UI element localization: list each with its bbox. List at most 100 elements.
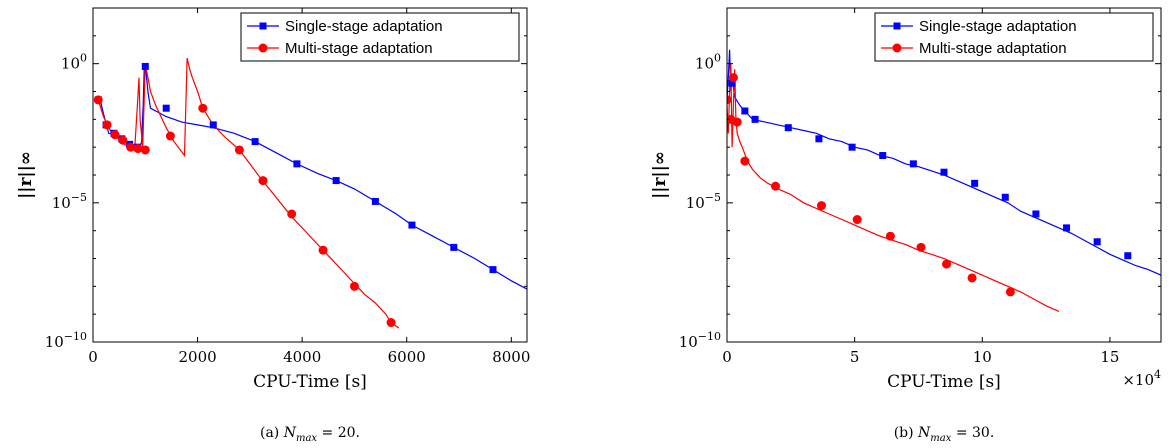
series-line-single-stage bbox=[97, 63, 527, 290]
marker-multi-stage bbox=[771, 181, 781, 191]
marker-multi-stage bbox=[287, 209, 297, 219]
x-multiplier-exponent: 4 bbox=[1154, 368, 1161, 381]
marker-single-stage bbox=[728, 79, 736, 87]
legend-box bbox=[240, 12, 520, 62]
marker-multi-stage bbox=[234, 145, 244, 155]
marker-single-stage bbox=[1063, 224, 1071, 232]
marker-multi-stage bbox=[118, 135, 128, 145]
y-axis-label: ||r||∞ bbox=[16, 151, 36, 199]
plot-area bbox=[727, 49, 1161, 312]
marker-multi-stage bbox=[1005, 287, 1015, 297]
marker-single-stage bbox=[848, 143, 856, 151]
legend-label-multi-stage: Multi-stage adaptation bbox=[919, 40, 1067, 57]
marker-single-stage bbox=[751, 115, 759, 123]
y-tick-label-exponent: −5 bbox=[705, 191, 721, 204]
x-tick-label: 0 bbox=[722, 348, 732, 366]
marker-single-stage bbox=[209, 121, 217, 129]
caption-symbol: N bbox=[917, 425, 931, 441]
marker-single-stage bbox=[1032, 210, 1040, 218]
x-tick-label: 6000 bbox=[388, 348, 426, 366]
marker-multi-stage bbox=[885, 231, 895, 241]
x-tick-label: 8000 bbox=[492, 348, 530, 366]
x-tick-label: 0 bbox=[88, 348, 98, 366]
y-tick-label-base: 10 bbox=[686, 194, 705, 212]
marker-multi-stage bbox=[967, 273, 977, 283]
legend-label-single-stage: Single-stage adaptation bbox=[285, 18, 443, 35]
y-tick-label-base: 10 bbox=[45, 333, 64, 351]
legend-marker-single-stage bbox=[259, 22, 267, 30]
marker-multi-stage bbox=[140, 145, 150, 155]
y-axis-label: ||r||∞ bbox=[650, 151, 670, 199]
marker-multi-stage bbox=[386, 318, 396, 328]
y-tick-label-exponent: 0 bbox=[714, 52, 721, 65]
marker-single-stage bbox=[332, 177, 340, 185]
y-tick-label: 10−5 bbox=[686, 191, 721, 212]
legend-marker-single-stage bbox=[893, 22, 901, 30]
marker-single-stage bbox=[1001, 193, 1009, 201]
marker-multi-stage bbox=[916, 242, 926, 252]
caption: (a) Nmax = 20. bbox=[260, 425, 360, 444]
marker-multi-stage bbox=[198, 103, 208, 113]
legend-marker-multi-stage bbox=[892, 43, 902, 53]
x-tick-label: 5 bbox=[850, 348, 860, 366]
marker-single-stage bbox=[909, 160, 917, 168]
marker-single-stage bbox=[815, 135, 823, 143]
legend-marker-multi-stage bbox=[258, 43, 268, 53]
x-multiplier: ×104 bbox=[1122, 368, 1161, 389]
legend: Single-stage adaptation Multi-stage adapt… bbox=[874, 12, 1154, 62]
marker-single-stage bbox=[1124, 252, 1132, 260]
x-tick-label: 2000 bbox=[178, 348, 216, 366]
marker-single-stage bbox=[450, 243, 458, 251]
marker-multi-stage bbox=[318, 245, 328, 255]
marker-single-stage bbox=[293, 160, 301, 168]
marker-single-stage bbox=[1093, 238, 1101, 246]
marker-multi-stage bbox=[727, 95, 732, 105]
caption-prefix: (b) bbox=[894, 425, 918, 441]
y-tick-label-exponent: −10 bbox=[698, 330, 721, 343]
marker-single-stage bbox=[784, 124, 792, 132]
marker-single-stage bbox=[371, 197, 379, 205]
caption-subscript: max bbox=[930, 433, 951, 444]
marker-multi-stage bbox=[93, 95, 103, 105]
y-tick-label: 10−5 bbox=[52, 191, 87, 212]
x-axis-label: CPU-Time [s] bbox=[253, 372, 367, 392]
y-tick-label-exponent: −5 bbox=[71, 191, 87, 204]
marker-single-stage bbox=[741, 107, 749, 115]
legend: Single-stage adaptation Multi-stage adapt… bbox=[240, 12, 520, 62]
marker-single-stage bbox=[879, 152, 887, 160]
y-tick-label-base: 10 bbox=[61, 55, 80, 73]
marker-multi-stage bbox=[728, 73, 738, 83]
caption-suffix: = 20. bbox=[317, 425, 360, 441]
y-tick-label-base: 10 bbox=[679, 333, 698, 351]
marker-multi-stage bbox=[133, 144, 143, 154]
x-multiplier-base: ×10 bbox=[1122, 371, 1154, 389]
marker-single-stage bbox=[489, 266, 497, 274]
marker-single-stage bbox=[408, 221, 416, 229]
caption: (b) Nmax = 30. bbox=[894, 425, 995, 444]
x-axis-label: CPU-Time [s] bbox=[887, 372, 1001, 392]
caption-prefix: (a) bbox=[260, 425, 284, 441]
marker-multi-stage bbox=[126, 142, 136, 152]
marker-single-stage bbox=[251, 138, 259, 146]
caption-symbol: N bbox=[283, 425, 297, 441]
marker-multi-stage bbox=[110, 130, 120, 140]
marker-single-stage bbox=[971, 179, 979, 187]
y-tick-label-base: 10 bbox=[695, 55, 714, 73]
x-tick-label: 10 bbox=[973, 348, 992, 366]
marker-single-stage bbox=[940, 168, 948, 176]
y-tick-label-exponent: 0 bbox=[80, 52, 87, 65]
marker-single-stage bbox=[141, 62, 149, 70]
marker-multi-stage bbox=[732, 117, 742, 127]
marker-multi-stage bbox=[942, 259, 952, 269]
marker-multi-stage bbox=[165, 131, 175, 141]
y-tick-label-base: 10 bbox=[52, 194, 71, 212]
legend-label-single-stage: Single-stage adaptation bbox=[919, 18, 1077, 35]
marker-multi-stage bbox=[102, 120, 112, 130]
y-tick-label: 100 bbox=[61, 52, 87, 73]
marker-multi-stage bbox=[258, 176, 268, 186]
marker-multi-stage bbox=[740, 156, 750, 166]
marker-multi-stage bbox=[852, 215, 862, 225]
